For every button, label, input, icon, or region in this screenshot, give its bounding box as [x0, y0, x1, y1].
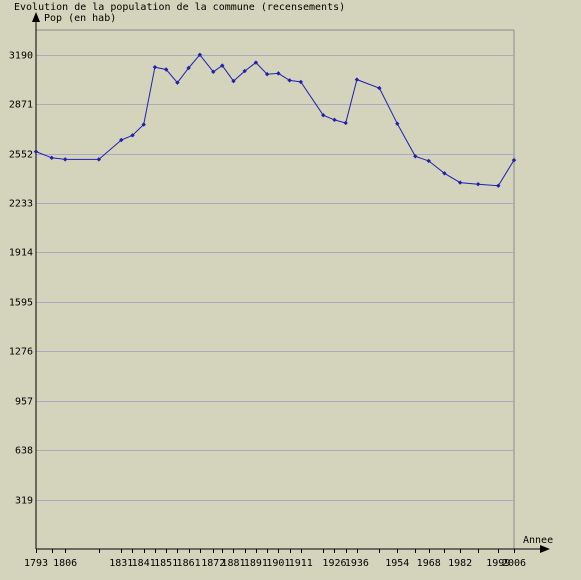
- data-point: [475, 181, 481, 187]
- x-tick-label: 1881: [221, 558, 245, 569]
- data-point: [321, 113, 326, 118]
- y-tick-label: 319: [15, 496, 33, 507]
- data-point: [220, 63, 225, 68]
- data-point: [287, 78, 292, 83]
- data-point: [343, 120, 348, 126]
- x-tick-label: 1926: [322, 558, 346, 569]
- data-point: [298, 79, 304, 85]
- data-point: [457, 180, 463, 185]
- data-point: [186, 65, 191, 71]
- x-tick-label: 1851: [154, 558, 178, 569]
- x-tick-label: 1999: [486, 558, 510, 569]
- population-series-line: [35, 54, 515, 187]
- data-point: [253, 60, 259, 65]
- x-tick-label: 1793: [24, 558, 48, 569]
- data-point: [332, 117, 337, 123]
- data-point: [242, 68, 247, 74]
- x-tick-label: 1861: [177, 558, 201, 569]
- data-point: [119, 137, 124, 143]
- data-point: [426, 158, 431, 164]
- y-tick-label: 3190: [9, 51, 33, 62]
- y-tick-label: 957: [15, 397, 33, 408]
- data-point: [442, 171, 447, 176]
- data-point: [354, 77, 360, 82]
- x-tick-label: 1982: [448, 558, 472, 569]
- y-tick-label: 2871: [9, 100, 33, 111]
- data-point: [163, 67, 169, 72]
- x-axis-label: Annee: [523, 535, 553, 546]
- data-point: [49, 155, 54, 161]
- y-tick-label: 1276: [9, 347, 33, 358]
- data-point: [96, 157, 102, 162]
- data-point: [62, 157, 68, 162]
- data-point: [276, 71, 281, 76]
- data-point: [264, 71, 270, 77]
- data-point: [395, 121, 400, 126]
- y-tick-label: 1595: [9, 298, 33, 309]
- x-tick-label: 1806: [53, 558, 77, 569]
- data-point: [231, 78, 236, 84]
- data-point: [496, 183, 501, 188]
- x-tick-label: 1901: [266, 558, 290, 569]
- y-tick-label: 2233: [9, 199, 33, 210]
- x-tick-label: 1954: [385, 558, 409, 569]
- data-point: [211, 69, 216, 75]
- x-tick-label: 2006: [502, 558, 526, 569]
- data-point: [511, 157, 517, 163]
- data-point: [175, 80, 180, 85]
- x-axis-arrow-icon: [540, 545, 550, 553]
- data-point: [130, 133, 135, 138]
- data-point: [377, 85, 382, 91]
- x-tick-label: 1872: [201, 558, 225, 569]
- data-point: [141, 122, 146, 127]
- x-tick-label: 1968: [417, 558, 441, 569]
- x-tick-label: 1841: [132, 558, 156, 569]
- x-tick-label: 1936: [345, 558, 369, 569]
- y-axis-label: Pop (en hab): [44, 13, 116, 24]
- x-tick-label: 1891: [244, 558, 268, 569]
- chart-title: Evolution de la population de la commune…: [14, 2, 345, 13]
- data-point: [33, 149, 39, 154]
- x-tick-label: 1831: [109, 558, 133, 569]
- data-point: [152, 64, 158, 70]
- data-point: [413, 154, 418, 159]
- y-tick-label: 2552: [9, 150, 33, 161]
- x-tick-label: 1911: [289, 558, 313, 569]
- data-point: [197, 52, 203, 57]
- y-tick-label: 638: [15, 446, 33, 457]
- y-tick-label: 1914: [9, 248, 33, 259]
- y-axis-arrow-icon: [32, 12, 40, 22]
